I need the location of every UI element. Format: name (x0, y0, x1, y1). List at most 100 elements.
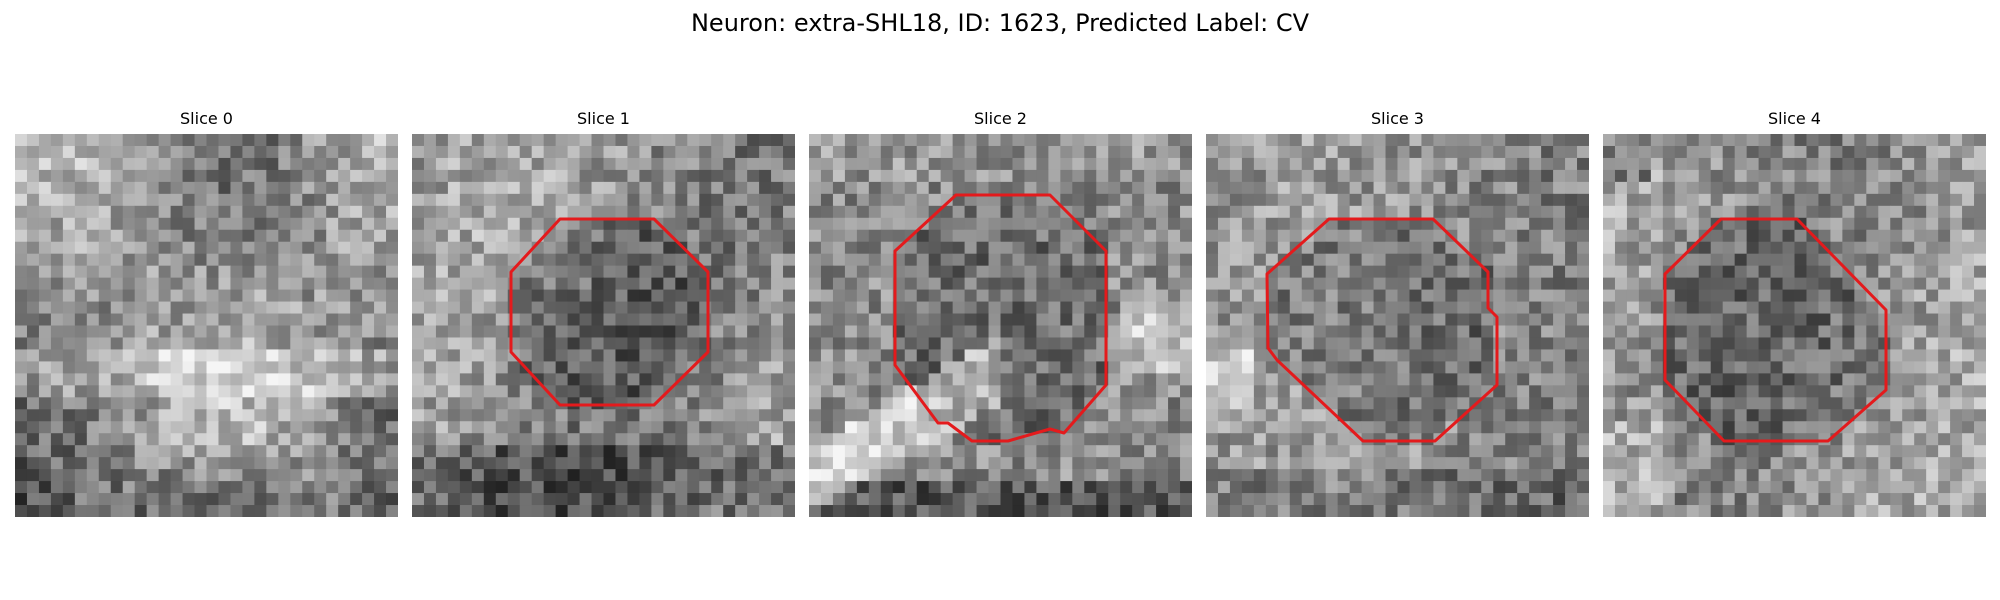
pixel-cell (1156, 301, 1169, 315)
pixel-cell (1024, 373, 1037, 386)
pixel-cell (988, 457, 1001, 470)
pixel-cell (1505, 325, 1518, 338)
pixel-cell (1577, 169, 1589, 183)
pixel-cell (856, 277, 870, 291)
pixel-cell (1144, 145, 1157, 159)
pixel-cell (1385, 373, 1398, 386)
pixel-cell (86, 469, 100, 482)
pixel-cell (615, 241, 628, 255)
pixel-cell (483, 493, 497, 506)
pixel-cell (459, 313, 473, 326)
pixel-cell (615, 421, 628, 434)
pixel-cell (1337, 505, 1351, 517)
pixel-cell (1638, 457, 1652, 470)
pixel-cell (759, 505, 772, 517)
pixel-cell (447, 445, 461, 458)
pixel-cell (471, 325, 485, 338)
pixel-cell (290, 241, 303, 255)
pixel-cell (1529, 433, 1542, 446)
pixel-cell (603, 493, 616, 506)
pixel-cell (218, 241, 231, 255)
pixel-cell (1854, 325, 1867, 338)
pixel-cell (158, 457, 172, 470)
pixel-cell (338, 481, 351, 494)
pixel-cell (1349, 181, 1363, 195)
pixel-cell (916, 193, 930, 207)
pixel-cell (507, 193, 521, 207)
pixel-cell (1072, 145, 1085, 159)
pixel-cell (1782, 397, 1795, 410)
pixel-cell (158, 433, 172, 446)
pixel-cell (1614, 301, 1628, 315)
pixel-cell (122, 373, 136, 386)
pixel-cell (1433, 481, 1446, 494)
pixel-cell (1132, 505, 1145, 517)
pixel-cell (904, 409, 918, 422)
pixel-cell (1120, 217, 1133, 231)
pixel-cell (278, 217, 291, 231)
pixel-cell (1938, 193, 1951, 207)
pixel-cell (1686, 421, 1700, 434)
pixel-cell (1156, 397, 1169, 410)
pixel-cell (1830, 313, 1843, 326)
pixel-cell (651, 505, 664, 517)
pixel-cell (242, 241, 255, 255)
pixel-cell (759, 457, 772, 470)
pixel-cell (338, 385, 351, 398)
pixel-cell (663, 205, 676, 219)
pixel-cell (1878, 169, 1891, 183)
pixel-cell (1036, 469, 1049, 482)
pixel-cell (988, 409, 1001, 422)
pixel-cell (146, 145, 160, 159)
pixel-cell (1794, 301, 1807, 315)
pixel-cell (723, 397, 736, 410)
pixel-cell (1469, 229, 1482, 243)
pixel-cell (1722, 349, 1736, 362)
pixel-cell (771, 157, 784, 171)
pixel-cell (1084, 409, 1097, 422)
pixel-cell (1529, 229, 1542, 243)
pixel-cell (1469, 265, 1482, 279)
pixel-cell (15, 493, 28, 506)
pixel-cell (928, 337, 942, 350)
pixel-cell (1830, 325, 1843, 338)
pixel-cell (904, 277, 918, 291)
pixel-cell (747, 409, 760, 422)
pixel-cell (1806, 325, 1819, 338)
pixel-cell (543, 157, 557, 171)
pixel-cell (1024, 253, 1037, 267)
pixel-cell (1614, 433, 1628, 446)
pixel-cell (1313, 421, 1327, 434)
pixel-cell (1962, 325, 1975, 338)
pixel-cell (158, 145, 172, 159)
pixel-cell (1770, 337, 1784, 350)
pixel-cell (832, 325, 846, 338)
pixel-cell (651, 421, 664, 434)
pixel-cell (218, 253, 231, 267)
pixel-cell (1794, 409, 1807, 422)
pixel-cell (868, 301, 882, 315)
pixel-cell (218, 217, 231, 231)
pixel-cell (1241, 385, 1255, 398)
pixel-cell (1048, 349, 1061, 362)
pixel-cell (1084, 169, 1097, 183)
pixel-cell (314, 241, 327, 255)
pixel-cell (134, 421, 148, 434)
pixel-cell (483, 349, 497, 362)
pixel-cell (567, 313, 581, 326)
pixel-cell (1180, 481, 1192, 494)
pixel-cell (374, 373, 387, 386)
pixel-cell (615, 277, 628, 291)
pixel-cell (170, 337, 184, 350)
pixel-cell (1565, 385, 1578, 398)
pixel-cell (1361, 253, 1375, 267)
pixel-cell (1770, 373, 1784, 386)
pixel-cell (1445, 313, 1458, 326)
pixel-cell (1337, 361, 1351, 374)
pixel-cell (1206, 361, 1219, 374)
pixel-cell (783, 337, 795, 350)
pixel-cell (1144, 229, 1157, 243)
pixel-cell (1650, 265, 1664, 279)
pixel-cell (26, 457, 40, 470)
pixel-cell (904, 301, 918, 315)
